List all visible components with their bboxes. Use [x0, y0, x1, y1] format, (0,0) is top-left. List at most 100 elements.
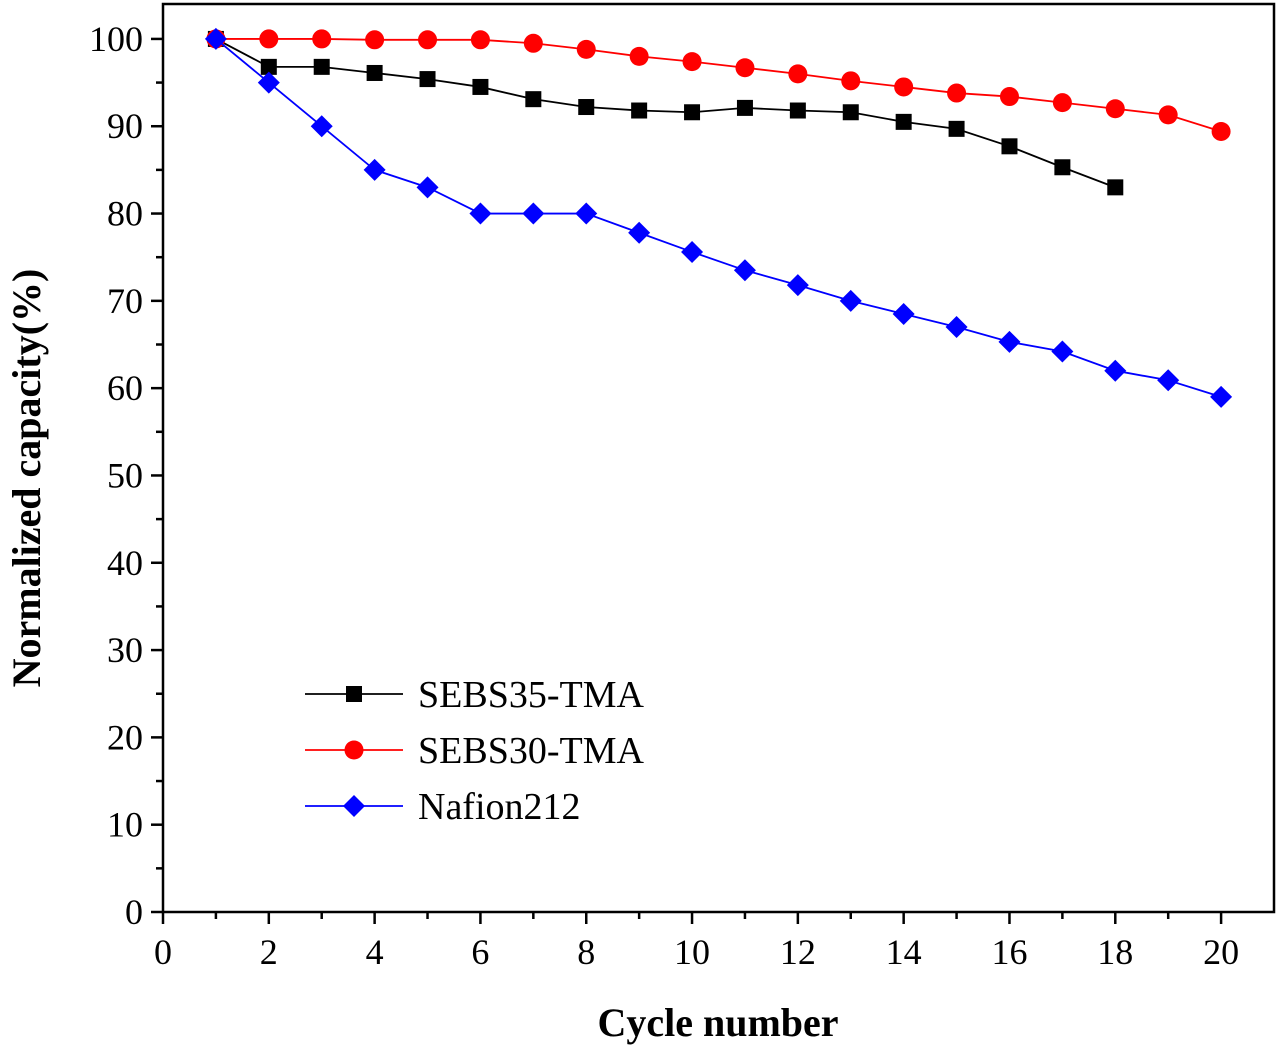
data-point [895, 113, 912, 130]
data-point [788, 64, 808, 84]
data-point [733, 259, 756, 282]
data-point [575, 202, 598, 225]
legend: SEBS35-TMA SEBS30-TMA Nafion212 [305, 674, 644, 828]
data-point [525, 91, 542, 108]
data-point [682, 52, 702, 72]
data-point [842, 104, 859, 121]
data-point [1158, 105, 1178, 125]
y-tick-label: 100 [89, 19, 143, 59]
y-tick-label: 50 [107, 455, 143, 495]
data-point [736, 99, 753, 116]
data-point [522, 202, 545, 225]
legend-entry: Nafion212 [305, 786, 581, 828]
data-point [472, 78, 489, 95]
data-point [259, 29, 279, 49]
data-point [1107, 179, 1124, 196]
y-tick-label: 70 [107, 281, 143, 321]
series-layer [204, 27, 1233, 408]
data-point [1051, 340, 1074, 363]
data-point [948, 120, 965, 137]
series-line [215, 38, 1222, 133]
data-point [631, 102, 648, 119]
x-tick-label: 6 [471, 932, 489, 972]
data-point [1001, 138, 1018, 155]
legend-label: Nafion212 [418, 786, 581, 828]
y-tick-label: 40 [107, 543, 143, 583]
legend-label: SEBS35-TMA [418, 674, 644, 716]
data-point [839, 289, 862, 312]
data-point [470, 30, 490, 50]
y-tick-label: 30 [107, 630, 143, 670]
data-point [684, 104, 701, 121]
x-tick-label: 16 [991, 932, 1027, 972]
series-sebs30-tma [206, 29, 1231, 141]
data-point [366, 64, 383, 81]
data-point [260, 58, 277, 75]
data-point [892, 302, 915, 325]
x-tick-label: 4 [366, 932, 384, 972]
y-tick-label: 90 [107, 106, 143, 146]
x-tick-label: 10 [674, 932, 710, 972]
series-sebs35-tma [207, 30, 1124, 196]
data-point [418, 30, 438, 50]
x-tick-label: 8 [577, 932, 595, 972]
data-point [576, 39, 596, 59]
y-axis-title: Normalized capacity(%) [4, 269, 49, 688]
data-point [1210, 385, 1233, 408]
data-point [998, 330, 1021, 353]
axis-ticks: 0 2 4 6 8 10 12 14 16 18 20 0 10 20 30 40 50 60 70 80 90 100 [89, 19, 1239, 972]
data-point [786, 274, 809, 297]
data-point [681, 240, 704, 263]
data-point [363, 158, 386, 181]
data-point [947, 83, 967, 103]
x-tick-label: 18 [1097, 932, 1133, 972]
data-point [628, 221, 651, 244]
legend-marker [346, 686, 362, 702]
data-point [841, 71, 861, 91]
data-point [469, 202, 492, 225]
data-point [1104, 359, 1127, 382]
series-line [215, 38, 1116, 189]
legend-label: SEBS30-TMA [418, 730, 644, 772]
legend-entry: SEBS35-TMA [305, 674, 644, 716]
legend-entry: SEBS30-TMA [305, 730, 644, 772]
series-line [215, 38, 1222, 398]
data-point [894, 77, 914, 97]
data-point [1157, 369, 1180, 392]
data-point [204, 27, 227, 50]
data-point [735, 58, 755, 78]
legend-marker [344, 740, 364, 760]
data-point [1054, 159, 1071, 176]
data-point [419, 71, 436, 88]
legend-marker [343, 795, 365, 817]
data-point [257, 71, 280, 94]
data-point [310, 115, 333, 138]
data-point [789, 102, 806, 119]
series-nafion212 [204, 27, 1233, 408]
data-point [578, 99, 595, 116]
x-tick-label: 20 [1203, 932, 1239, 972]
x-tick-label: 12 [780, 932, 816, 972]
data-point [523, 33, 543, 53]
data-point [999, 87, 1019, 107]
data-point [312, 29, 332, 49]
y-tick-label: 20 [107, 717, 143, 757]
y-tick-label: 60 [107, 368, 143, 408]
data-point [365, 30, 385, 50]
x-axis-title: Cycle number [597, 1000, 838, 1045]
y-tick-label: 80 [107, 194, 143, 234]
data-point [416, 176, 439, 199]
y-tick-label: 10 [107, 805, 143, 845]
data-point [1105, 99, 1125, 119]
data-point [1211, 121, 1231, 141]
data-point [1052, 93, 1072, 113]
y-tick-label: 0 [125, 892, 143, 932]
plot-frame [161, 2, 1276, 914]
data-point [945, 316, 968, 339]
x-tick-label: 2 [260, 932, 278, 972]
x-tick-label: 0 [154, 932, 172, 972]
data-point [313, 58, 330, 75]
x-tick-label: 14 [886, 932, 922, 972]
data-point [629, 46, 649, 66]
